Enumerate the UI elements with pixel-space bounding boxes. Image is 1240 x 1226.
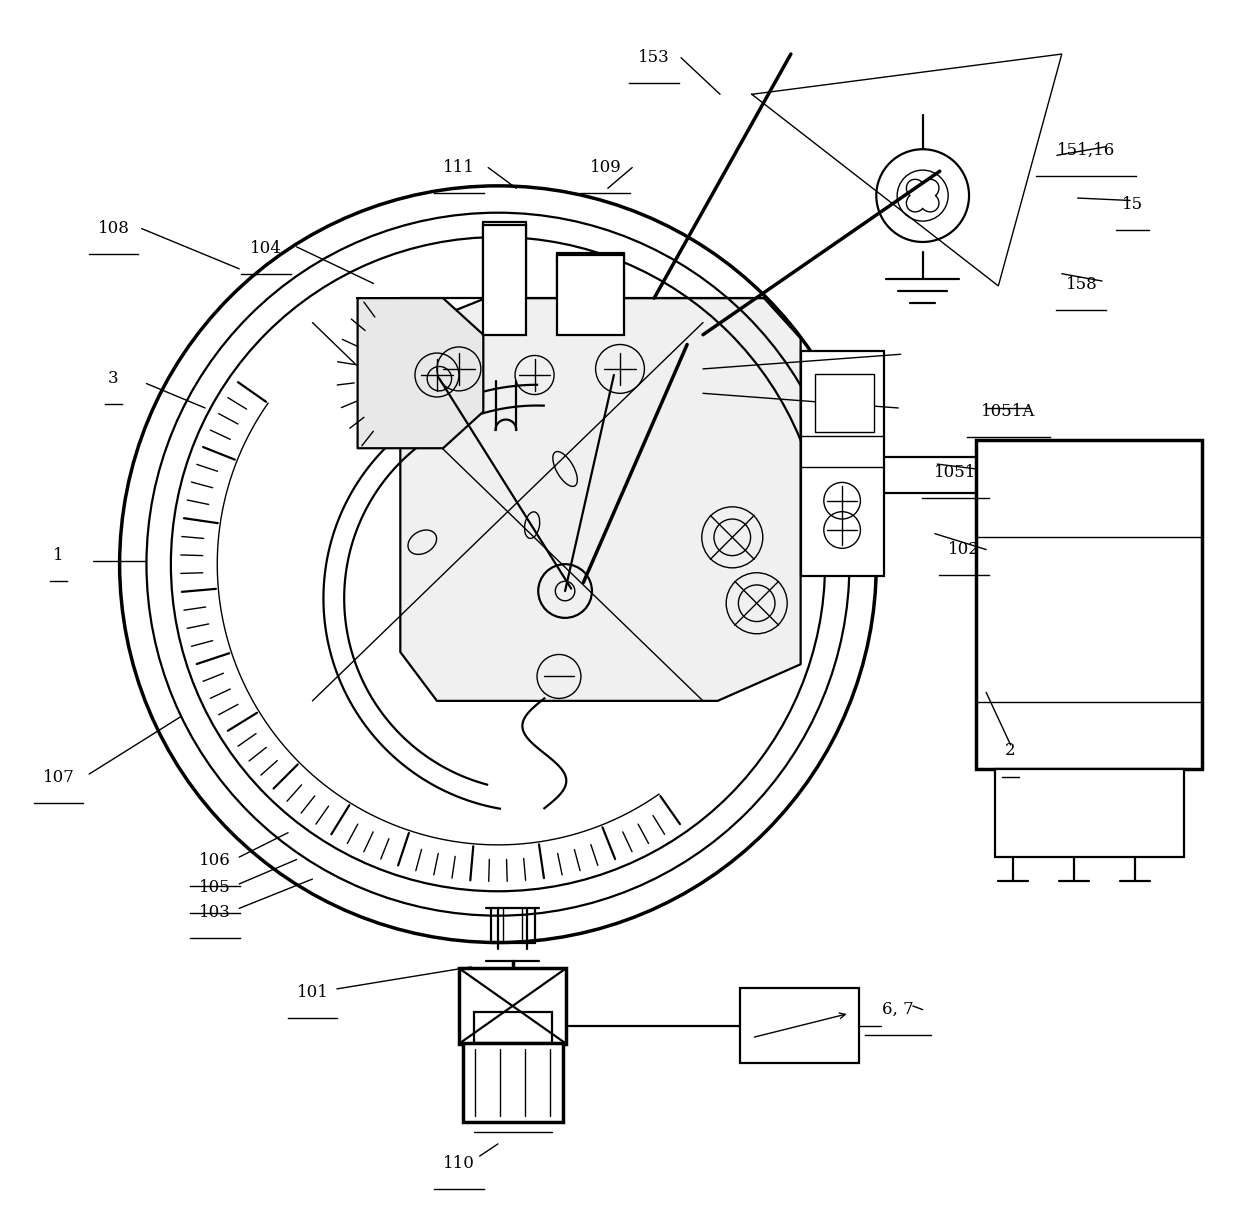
Text: 101: 101 — [296, 984, 329, 1002]
Text: 109: 109 — [589, 159, 621, 177]
Bar — [463, 1042, 563, 1122]
Text: 106: 106 — [198, 852, 231, 869]
Text: 102: 102 — [949, 541, 980, 558]
Bar — [739, 988, 859, 1063]
Polygon shape — [357, 298, 484, 449]
Text: 6, 7: 6, 7 — [883, 1002, 914, 1018]
Text: 103: 103 — [198, 904, 231, 921]
Text: 153: 153 — [639, 49, 670, 66]
Bar — [484, 224, 526, 335]
Text: 1051: 1051 — [935, 465, 977, 481]
Text: 107: 107 — [42, 769, 74, 786]
Polygon shape — [401, 298, 801, 701]
Bar — [815, 374, 874, 433]
Bar — [994, 769, 1184, 857]
Bar — [474, 1013, 552, 1042]
Text: 2: 2 — [1006, 743, 1016, 759]
Text: 110: 110 — [443, 1155, 475, 1172]
Text: 105: 105 — [198, 879, 231, 896]
Text: 104: 104 — [250, 239, 281, 256]
Text: 158: 158 — [1065, 276, 1097, 293]
Bar — [459, 969, 567, 1043]
Text: 151,16: 151,16 — [1056, 142, 1115, 159]
Text: 3: 3 — [108, 370, 119, 387]
Bar — [801, 351, 884, 576]
Bar — [557, 255, 624, 335]
Text: 111: 111 — [443, 159, 475, 177]
Text: 108: 108 — [98, 221, 129, 237]
Text: 1051A: 1051A — [981, 403, 1035, 421]
Bar — [976, 440, 1202, 769]
Text: 15: 15 — [1122, 196, 1143, 212]
Text: 1: 1 — [53, 547, 64, 564]
